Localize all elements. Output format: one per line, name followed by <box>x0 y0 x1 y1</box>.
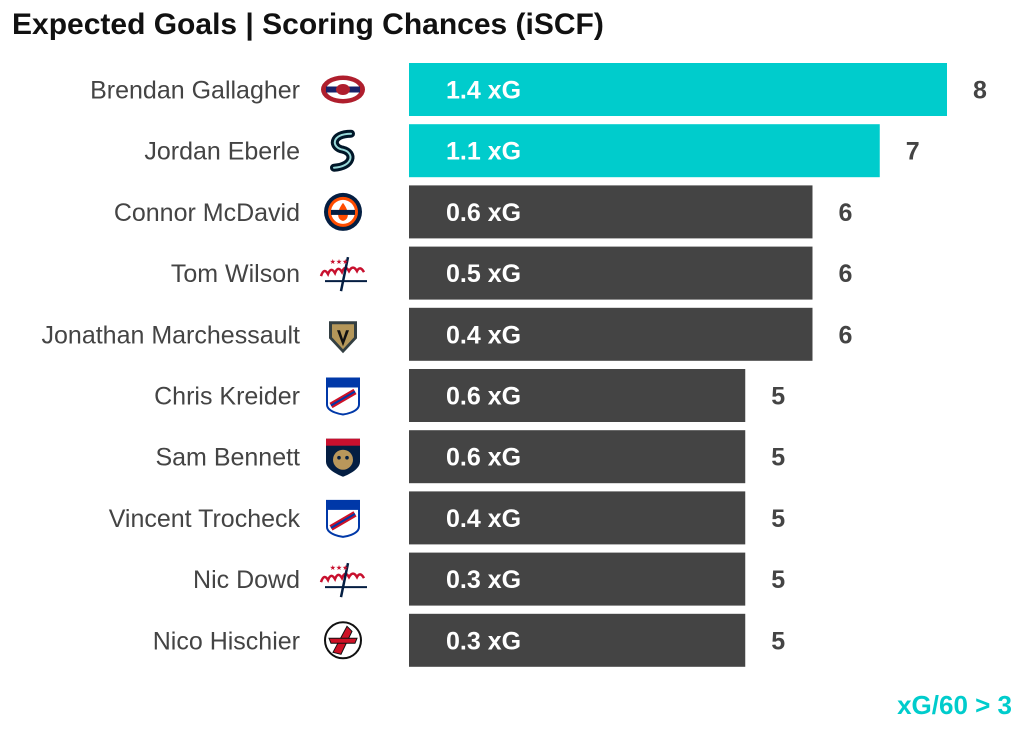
bar-xg-label: 0.6 xG <box>446 199 521 227</box>
golden-knights-logo-icon <box>329 321 357 354</box>
value-label: 6 <box>839 321 853 349</box>
value-label: 7 <box>906 138 920 166</box>
bar <box>409 369 746 422</box>
bar-xg-label: 1.4 xG <box>446 77 521 105</box>
bar-xg-label: 0.4 xG <box>446 505 521 533</box>
bar-xg-label: 0.6 xG <box>446 444 521 472</box>
bar <box>409 430 746 484</box>
bar <box>409 613 746 667</box>
bar <box>409 185 813 239</box>
chart-title: Expected Goals | Scoring Chances (iSCF) <box>12 8 604 41</box>
bar-xg-label: 0.4 xG <box>446 321 521 349</box>
bar <box>409 307 813 361</box>
player-name-label: Brendan Gallagher <box>90 77 300 105</box>
value-label: 5 <box>771 505 785 533</box>
kraken-logo-icon <box>330 129 355 172</box>
player-name-label: Tom Wilson <box>171 260 300 288</box>
player-name-label: Nico Hischier <box>153 627 300 655</box>
bar <box>409 63 947 116</box>
value-label: 6 <box>839 260 853 288</box>
value-label: 5 <box>771 383 785 411</box>
value-label: 5 <box>771 566 785 594</box>
player-name-label: Sam Bennett <box>155 444 300 472</box>
bar <box>409 491 746 545</box>
rangers-logo-icon <box>326 499 360 538</box>
bar-xg-label: 1.1 xG <box>446 138 521 166</box>
bar <box>409 552 746 606</box>
oilers-logo-icon <box>324 192 362 231</box>
devils-logo-icon <box>324 621 362 660</box>
value-label: 8 <box>973 77 987 105</box>
capitals-logo-icon: ★★★ <box>319 256 367 292</box>
player-name-label: Vincent Trocheck <box>109 505 301 533</box>
rangers-logo-icon <box>326 377 360 416</box>
footnote: xG/60 > 3 <box>897 690 1012 720</box>
bar-xg-label: 0.3 xG <box>446 566 521 594</box>
bar <box>409 246 813 300</box>
player-name-label: Connor McDavid <box>114 199 300 227</box>
player-name-label: Chris Kreider <box>154 383 300 411</box>
svg-text:★★★: ★★★ <box>330 258 349 266</box>
bar-xg-label: 0.6 xG <box>446 383 521 411</box>
capitals-logo-icon: ★★★ <box>319 562 367 598</box>
value-label: 5 <box>771 444 785 472</box>
bar-xg-label: 0.5 xG <box>446 260 521 288</box>
bar <box>409 124 880 178</box>
panthers-logo-icon <box>326 438 360 477</box>
player-name-label: Jordan Eberle <box>144 138 300 166</box>
value-label: 6 <box>839 199 853 227</box>
canadiens-logo-icon <box>321 75 365 104</box>
value-label: 5 <box>771 627 785 655</box>
player-name-label: Jonathan Marchessault <box>42 321 301 349</box>
svg-text:★★★: ★★★ <box>330 564 349 572</box>
bar-xg-label: 0.3 xG <box>446 627 521 655</box>
player-name-label: Nic Dowd <box>193 566 300 594</box>
